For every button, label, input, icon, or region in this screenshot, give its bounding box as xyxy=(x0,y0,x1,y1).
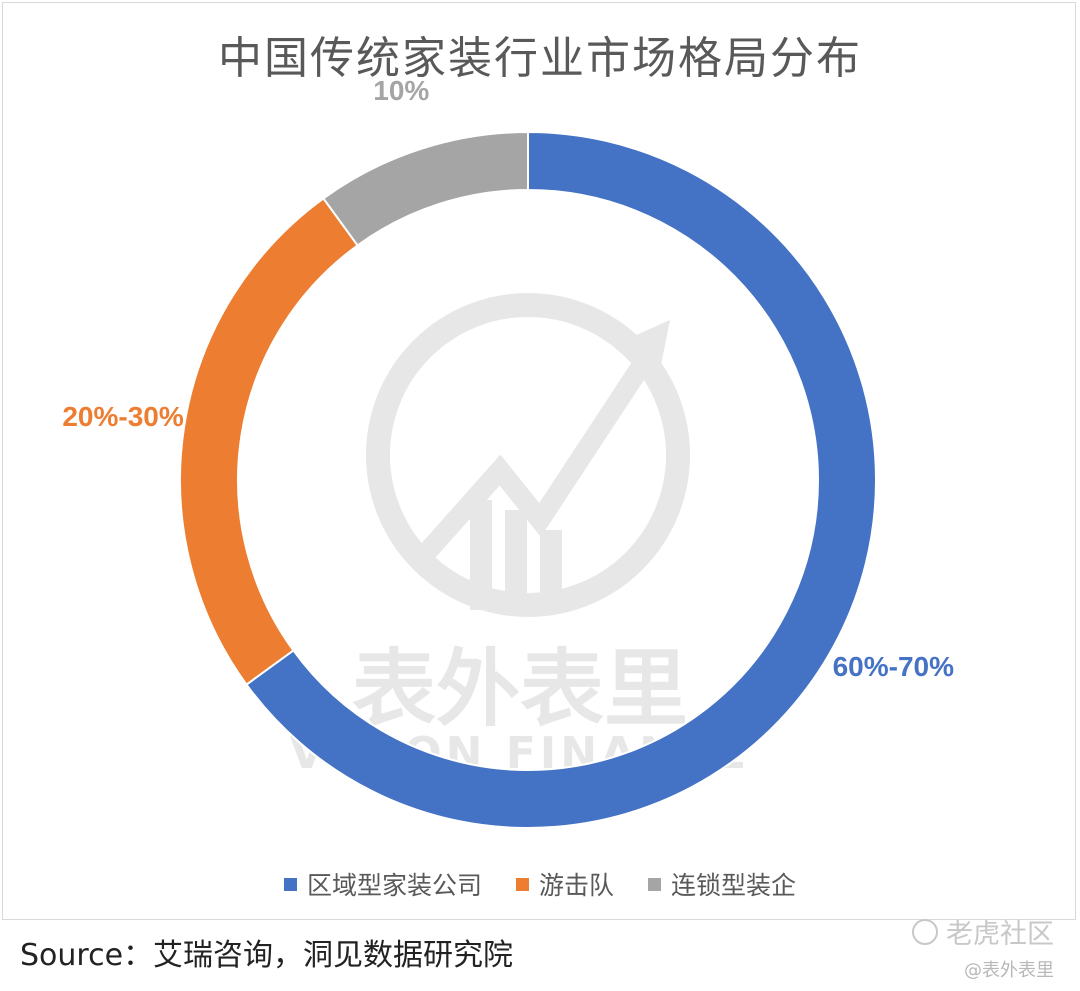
watermark-bar xyxy=(505,510,527,610)
data-labels: 60%-70% 20%-30% 10% xyxy=(62,75,954,682)
tiger-community-brand: 老虎社区 xyxy=(912,912,1054,951)
legend-item: 区域型家装公司 xyxy=(283,866,482,902)
watermark-arrowhead xyxy=(625,320,670,370)
donut-slices xyxy=(179,130,877,829)
watermark: 表外表里 VISION FINANCE xyxy=(290,293,746,779)
donut-slice xyxy=(245,130,877,829)
data-label: 20%-30% xyxy=(62,401,184,432)
legend-label: 连锁型装企 xyxy=(671,871,797,900)
watermark-bar xyxy=(540,530,562,610)
legend-item: 游击队 xyxy=(515,866,614,902)
legend-swatch xyxy=(283,877,297,891)
legend-swatch xyxy=(515,877,529,891)
donut-slice xyxy=(179,197,359,686)
tiger-logo-icon xyxy=(912,918,938,945)
data-label: 10% xyxy=(373,75,429,106)
legend-label: 游击队 xyxy=(538,871,614,900)
tiger-brand-text: 老虎社区 xyxy=(946,919,1054,950)
watermark-arrow xyxy=(412,339,664,567)
watermark-ring xyxy=(366,293,690,617)
donut-chart: 表外表里 VISION FINANCE 60%-70% 20%-30% 10% xyxy=(62,75,954,829)
watermark-bar xyxy=(470,500,492,610)
watermark-cn: 表外表里 xyxy=(352,640,688,738)
legend-label: 区域型家装公司 xyxy=(306,871,482,900)
legend-swatch xyxy=(648,877,661,891)
author-handle: @表外表里 xyxy=(964,960,1054,981)
donut-slice xyxy=(322,130,529,247)
chart-title: 中国传统家装行业市场格局分布 xyxy=(218,33,862,84)
legend: 区域型家装公司 游击队 连锁型装企 xyxy=(0,866,1080,902)
source-note: Source：艾瑞咨询，洞见数据研究院 xyxy=(20,938,514,973)
data-label: 60%-70% xyxy=(833,651,955,682)
legend-item: 连锁型装企 xyxy=(648,866,796,902)
